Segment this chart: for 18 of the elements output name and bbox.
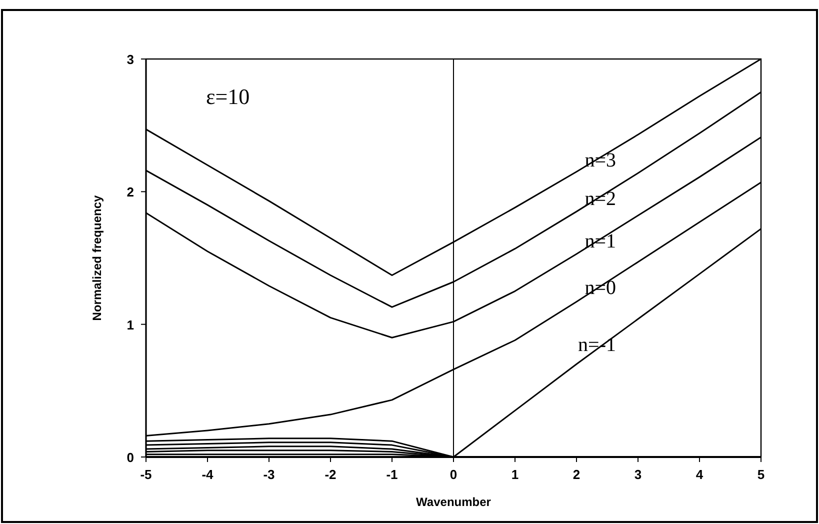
y-tick-label: 3	[126, 52, 134, 67]
x-tick-label: -4	[202, 467, 214, 482]
x-tick-label: -3	[263, 467, 275, 482]
x-tick-label: 2	[572, 467, 580, 482]
annotation: ε=10	[206, 84, 250, 109]
x-tick-label: 3	[634, 467, 642, 482]
x-tick-label: 1	[511, 467, 519, 482]
x-tick-label: 4	[696, 467, 704, 482]
y-tick-label: 0	[126, 450, 134, 465]
x-tick-label: -5	[140, 467, 152, 482]
y-tick-label: 2	[126, 184, 134, 200]
x-tick-label: -1	[386, 467, 398, 482]
x-tick-label: -2	[324, 467, 336, 482]
x-tick-label: 5	[757, 467, 765, 482]
y-axis-title: Normalized frequency	[90, 194, 104, 321]
x-axis-title: Wavenumber	[416, 495, 492, 509]
y-tick-label: 1	[126, 317, 134, 332]
x-tick-label: 0	[450, 467, 458, 482]
